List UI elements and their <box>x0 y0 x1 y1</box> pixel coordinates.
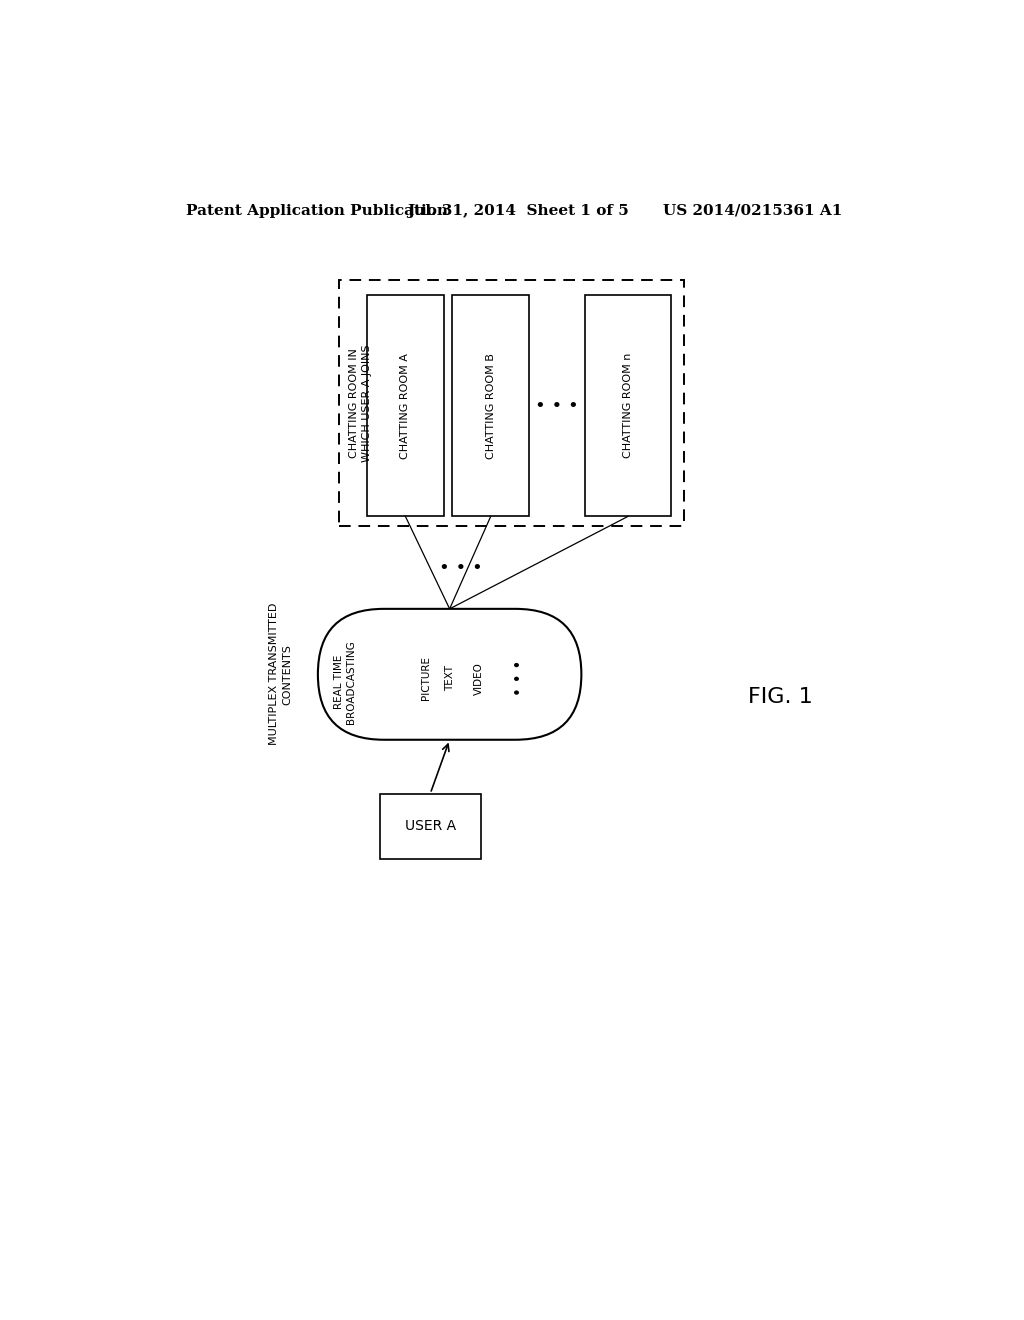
Text: CHATTING ROOM IN
WHICH USER A JOINS: CHATTING ROOM IN WHICH USER A JOINS <box>349 345 372 462</box>
Text: Jul. 31, 2014  Sheet 1 of 5: Jul. 31, 2014 Sheet 1 of 5 <box>407 203 629 218</box>
Text: • • •: • • • <box>536 396 580 414</box>
Text: REAL TIME
BROADCASTING: REAL TIME BROADCASTING <box>334 640 356 723</box>
Bar <box>367 294 444 516</box>
Text: USER A: USER A <box>404 820 456 833</box>
Text: CHATTING ROOM n: CHATTING ROOM n <box>623 352 633 458</box>
Text: • • •: • • • <box>439 558 483 577</box>
Text: VIDEO: VIDEO <box>474 661 484 694</box>
FancyBboxPatch shape <box>317 609 582 739</box>
Text: CHATTING ROOM A: CHATTING ROOM A <box>400 352 411 458</box>
Bar <box>586 294 671 516</box>
Text: • • •: • • • <box>512 660 527 697</box>
Bar <box>452 294 529 516</box>
Text: CHATTING ROOM B: CHATTING ROOM B <box>485 352 496 458</box>
Text: US 2014/0215361 A1: US 2014/0215361 A1 <box>663 203 842 218</box>
Text: FIG. 1: FIG. 1 <box>748 688 813 708</box>
Bar <box>380 793 480 859</box>
Text: TEXT: TEXT <box>444 665 455 692</box>
Text: PICTURE: PICTURE <box>421 656 431 700</box>
Text: Patent Application Publication: Patent Application Publication <box>186 203 449 218</box>
Bar <box>339 280 684 527</box>
Text: MULTIPLEX TRANSMITTED
CONTENTS: MULTIPLEX TRANSMITTED CONTENTS <box>269 603 292 746</box>
